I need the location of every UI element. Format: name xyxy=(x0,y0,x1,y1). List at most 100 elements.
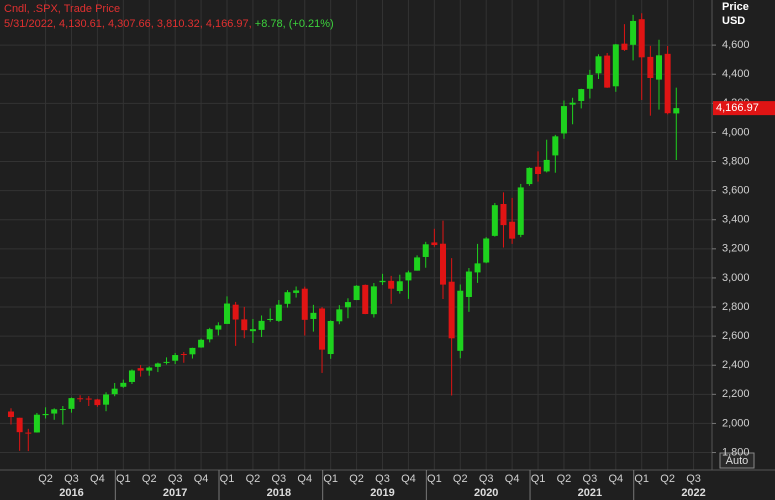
auto-button[interactable] xyxy=(719,452,755,469)
x-tick-label: Q2 xyxy=(557,473,572,485)
y-tick-label: 3,000 xyxy=(722,272,750,284)
candle-body xyxy=(552,136,559,156)
auto-button-label[interactable]: Auto xyxy=(726,455,749,467)
candles xyxy=(8,13,680,452)
candle-body xyxy=(284,292,291,304)
y-tick-label: 3,200 xyxy=(722,243,750,255)
x-tick-label: Q2 xyxy=(349,473,364,485)
chart-title: Cndl, .SPX, Trade Price xyxy=(4,3,120,15)
x-tick-label: Q2 xyxy=(246,473,261,485)
candle-body xyxy=(111,388,118,395)
candle-body xyxy=(51,409,58,414)
candle-body xyxy=(336,309,343,322)
year-label: 2022 xyxy=(681,487,705,499)
candle-body xyxy=(94,399,101,406)
candle-body xyxy=(215,325,222,330)
candle-body xyxy=(431,242,438,246)
x-tick-label: Q2 xyxy=(453,473,468,485)
candle-body xyxy=(25,432,32,434)
candle-body xyxy=(560,106,567,134)
y-tick-label: 2,200 xyxy=(722,388,750,400)
candle-body xyxy=(103,394,110,405)
candle-body xyxy=(673,108,680,114)
y-tick-label: 4,000 xyxy=(722,126,750,138)
candle-body xyxy=(189,347,196,355)
x-tick-label: Q1 xyxy=(427,473,442,485)
y-tick-label: 1,800 xyxy=(722,446,750,458)
y-tick-label: 3,400 xyxy=(722,214,750,226)
x-tick-label: Q2 xyxy=(38,473,53,485)
candle-body xyxy=(500,204,507,226)
candle-body xyxy=(370,286,377,315)
year-label: 2016 xyxy=(59,487,83,499)
candle-body xyxy=(319,308,326,350)
x-tick-label: Q3 xyxy=(64,473,79,485)
candle-body xyxy=(638,19,645,58)
candle-body xyxy=(656,55,662,80)
candle-body xyxy=(327,320,334,355)
candle-body xyxy=(198,339,205,348)
y-tick-label: 3,800 xyxy=(722,155,750,167)
x-tick-label: Q4 xyxy=(505,473,520,485)
candle-body xyxy=(8,411,14,418)
y-tick-label: 2,000 xyxy=(722,417,750,429)
candle-body xyxy=(85,398,92,400)
y-tick-label: 2,600 xyxy=(722,330,750,342)
candle-body xyxy=(405,272,412,281)
year-label: 2021 xyxy=(578,487,602,499)
year-label: 2019 xyxy=(370,487,394,499)
candle-body xyxy=(595,56,602,74)
candle-body xyxy=(241,319,248,331)
x-tick-label: Q1 xyxy=(116,473,131,485)
candle-body xyxy=(249,329,256,332)
x-tick-label: Q3 xyxy=(271,473,286,485)
candle-body xyxy=(128,370,135,382)
candle-body xyxy=(604,55,611,88)
candle-body xyxy=(664,53,671,114)
y-axis-unit: USD xyxy=(722,15,745,27)
candle-body xyxy=(258,320,265,330)
candle-body xyxy=(293,290,300,293)
candle-body xyxy=(388,280,395,289)
candle-body xyxy=(440,243,446,285)
x-tick-label: Q4 xyxy=(401,473,416,485)
candle-body xyxy=(353,285,360,301)
x-tick-label: Q3 xyxy=(479,473,494,485)
candle-body xyxy=(474,263,481,273)
candle-body xyxy=(154,363,161,367)
candle-body xyxy=(517,187,524,235)
candle-body xyxy=(483,238,490,263)
y-tick-label: 4,400 xyxy=(722,68,750,80)
candle-body xyxy=(569,102,576,105)
candle-body xyxy=(180,354,187,356)
candle-body xyxy=(232,304,239,320)
candle-body xyxy=(224,303,230,324)
last-price-label: 4,166.97 xyxy=(716,102,759,114)
candle-body xyxy=(33,414,40,433)
x-tick-label: Q3 xyxy=(375,473,390,485)
x-tick-label: Q3 xyxy=(168,473,183,485)
chart-subtitle: 5/31/2022, 4,130.61, 4,307.66, 3,810.32,… xyxy=(4,18,334,30)
candle-body xyxy=(612,44,619,87)
candle-body xyxy=(344,302,351,308)
candle-body xyxy=(163,361,170,363)
y-axis-label: Price xyxy=(722,1,749,13)
ohlc-summary: 5/31/2022, 4,130.61, 4,307.66, 3,810.32,… xyxy=(4,18,252,30)
y-tick-label: 2,400 xyxy=(722,359,750,371)
price-change: +8.78, (+0.21%) xyxy=(255,18,334,30)
candle-body xyxy=(68,398,75,409)
candle-body xyxy=(586,74,593,89)
candle-body xyxy=(491,205,498,236)
candle-body xyxy=(630,20,637,45)
candle-body xyxy=(77,398,84,400)
x-tick-label: Q1 xyxy=(220,473,235,485)
candle-body xyxy=(414,257,421,271)
x-tick-label: Q2 xyxy=(142,473,157,485)
candle-body xyxy=(267,318,274,320)
candle-body xyxy=(172,355,179,361)
y-tick-label: 4,600 xyxy=(722,39,750,51)
candle-body xyxy=(448,281,455,339)
x-tick-label: Q1 xyxy=(531,473,546,485)
